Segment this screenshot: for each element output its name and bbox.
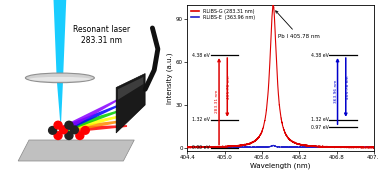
Text: Pb I 405.78 nm: Pb I 405.78 nm — [276, 11, 320, 39]
Text: 1.32 eV: 1.32 eV — [192, 117, 210, 122]
Text: 4.38 eV: 4.38 eV — [192, 53, 210, 58]
Text: 1.32 eV: 1.32 eV — [310, 117, 328, 122]
Text: 405.78 nm: 405.78 nm — [345, 76, 350, 99]
Text: 0.97 eV: 0.97 eV — [311, 125, 328, 130]
Polygon shape — [60, 120, 125, 134]
Circle shape — [76, 132, 84, 139]
Text: 405.78 nm: 405.78 nm — [227, 76, 231, 99]
Text: Resonant laser
283.31 nm: Resonant laser 283.31 nm — [73, 25, 130, 45]
Circle shape — [54, 121, 62, 129]
Text: 283.31 nm: 283.31 nm — [215, 90, 220, 113]
Circle shape — [65, 121, 73, 129]
Polygon shape — [116, 74, 145, 133]
Polygon shape — [59, 104, 120, 133]
Circle shape — [54, 132, 62, 139]
X-axis label: Wavelength (nm): Wavelength (nm) — [251, 162, 311, 169]
Circle shape — [49, 127, 57, 134]
Polygon shape — [118, 77, 143, 100]
Polygon shape — [59, 99, 118, 133]
Polygon shape — [18, 140, 134, 161]
Polygon shape — [60, 115, 124, 133]
Polygon shape — [57, 78, 63, 130]
Text: 363.96 nm: 363.96 nm — [334, 79, 338, 103]
Circle shape — [65, 132, 73, 139]
Circle shape — [70, 126, 78, 134]
Polygon shape — [60, 125, 127, 134]
Text: 0.00 eV: 0.00 eV — [192, 145, 210, 150]
Polygon shape — [54, 0, 66, 77]
Circle shape — [81, 127, 89, 134]
Text: 4.38 eV: 4.38 eV — [311, 53, 328, 58]
Polygon shape — [60, 109, 122, 133]
Circle shape — [59, 126, 68, 134]
Legend: RLIBS-G (283.31 nm), RLIBS-E  (363.96 nm): RLIBS-G (283.31 nm), RLIBS-E (363.96 nm) — [189, 8, 256, 21]
Ellipse shape — [25, 73, 94, 83]
Y-axis label: Intensity (a.u.): Intensity (a.u.) — [167, 52, 173, 104]
Ellipse shape — [29, 77, 91, 81]
